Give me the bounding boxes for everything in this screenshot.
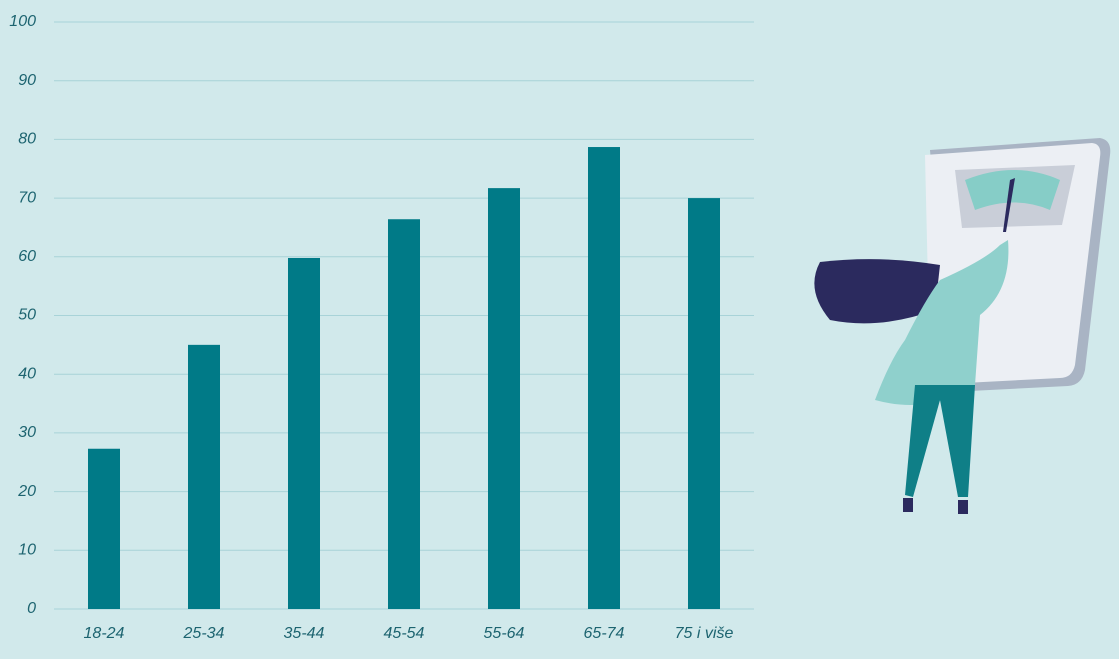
- x-tick-label: 55-64: [484, 625, 525, 642]
- y-tick-label: 70: [18, 189, 36, 206]
- y-tick-label: 100: [9, 13, 36, 30]
- x-tick-label: 25-34: [183, 625, 225, 642]
- y-tick-label: 40: [18, 365, 36, 382]
- y-tick-label: 50: [18, 307, 36, 324]
- y-tick-label: 90: [18, 72, 36, 89]
- y-tick-label: 30: [18, 424, 36, 441]
- bar: [388, 219, 420, 609]
- x-tick-label: 75 i više: [675, 625, 734, 642]
- x-tick-label: 18-24: [84, 625, 125, 642]
- bar: [488, 188, 520, 609]
- x-tick-label: 65-74: [584, 625, 625, 642]
- bar: [188, 344, 220, 609]
- y-tick-label: 60: [18, 248, 36, 265]
- x-tick-label: 45-54: [384, 625, 425, 642]
- bar: [288, 257, 320, 609]
- y-tick-label: 80: [18, 131, 36, 148]
- y-tick-label: 20: [17, 483, 36, 500]
- bar: [588, 147, 620, 609]
- bar: [88, 448, 120, 609]
- x-tick-label: 35-44: [284, 625, 325, 642]
- y-tick-label: 10: [18, 542, 36, 559]
- y-tick-label: 0: [27, 600, 36, 617]
- illustration: [814, 138, 1111, 514]
- bar: [688, 198, 720, 609]
